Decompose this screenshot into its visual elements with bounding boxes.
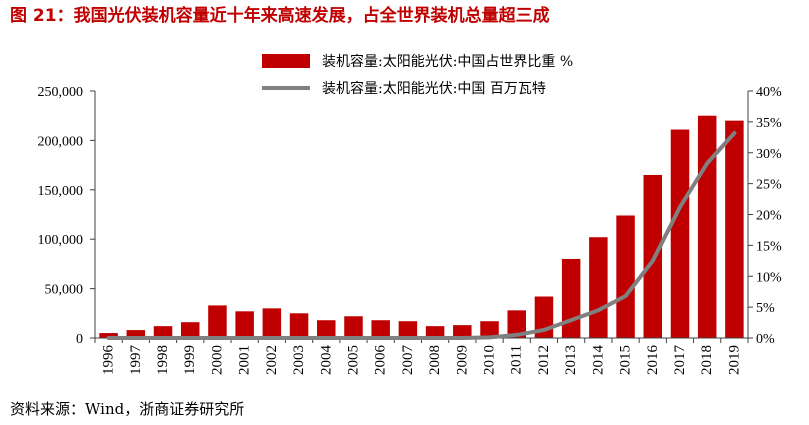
y-left-tick-label: 50,000 [45,283,84,298]
bar-1997 [126,330,146,338]
source-note: 资料来源：Wind，浙商证券研究所 [10,400,245,418]
y-right-tick-label: 10% [756,270,782,285]
x-tick-label: 2002 [264,345,280,375]
figure-title: 图 21：我国光伏装机容量近十年来高速发展，占全世界装机总量超三成 [10,6,550,26]
bar-1998 [153,326,173,338]
x-tick-label: 2018 [699,345,715,375]
x-tick-label: 2009 [454,345,470,375]
bar-1999 [180,322,200,338]
y-left-tick-label: 150,000 [38,184,84,199]
bar-2007 [398,321,418,338]
x-tick-label: 2008 [427,345,443,375]
y-right-tick-label: 15% [756,239,782,254]
x-tick-label: 1999 [182,345,198,375]
x-tick-label: 2005 [345,345,361,375]
bar-2005 [344,316,363,338]
y-left-tick-label: 200,000 [38,134,84,149]
x-tick-label: 2010 [482,345,498,375]
bar-2018 [697,115,717,338]
x-tick-label: 2000 [209,345,225,375]
x-tick-label: 2014 [590,345,606,376]
y-right-tick-label: 0% [756,332,775,347]
line-series [106,130,737,340]
bar-2006 [371,320,390,338]
bar-2004 [317,320,336,338]
x-tick-label: 2004 [318,345,334,376]
x-tick-label: 2006 [373,345,389,376]
x-tick-label: 2016 [645,345,661,376]
x-tick-label: 2003 [291,345,307,375]
x-tick-label: 1998 [155,345,171,375]
x-tick-label: 1997 [128,345,144,376]
y-left-tick-label: 0 [76,332,83,347]
x-tick-label: 2017 [672,345,688,376]
y-right-tick-label: 20% [756,209,782,224]
legend-bar-label: 装机容量:太阳能光伏:中国占世界比重 % [322,53,573,70]
legend-bar-swatch [262,54,310,68]
bar-2003 [289,313,309,338]
x-tick-label: 2013 [563,345,579,375]
bar-2019 [725,120,744,338]
y-left-tick-label: 100,000 [38,233,84,248]
bar-2001 [235,311,254,338]
y-right-tick-label: 30% [756,147,782,162]
share-line [106,130,737,340]
y-right-tick-label: 5% [756,301,775,316]
bar-2009 [453,325,472,338]
bar-2010 [480,321,499,338]
bar-2013 [561,258,581,338]
y-right-tick-label: 35% [756,116,782,131]
bar-2011 [507,310,526,338]
tick-labels: 0 50,000 100,000 150,000 200,000 250,000 0% 5% 1… [38,85,783,375]
x-tick-label: 2001 [237,345,253,375]
y-left-tick-label: 250,000 [38,85,84,100]
bar-2015 [616,215,635,338]
bar-2002 [262,308,282,338]
x-tick-label: 2011 [509,345,525,374]
x-tick-label: 1996 [101,345,117,376]
legend: 装机容量:太阳能光伏:中国占世界比重 % 装机容量:太阳能光伏:中国 百万瓦特 [262,53,573,97]
x-tick-label: 2015 [618,345,634,375]
bar-2000 [208,305,227,338]
x-tick-label: 2007 [400,345,416,376]
bar-2008 [425,326,445,338]
x-tick-label: 2019 [726,345,742,375]
legend-line-label: 装机容量:太阳能光伏:中国 百万瓦特 [322,80,546,97]
bar-2014 [589,237,608,338]
y-right-tick-label: 25% [756,178,782,193]
bar-2017 [670,129,690,338]
bar-1996 [99,333,118,338]
x-tick-label: 2012 [536,345,552,375]
y-right-tick-label: 40% [756,85,782,100]
bars [99,115,744,338]
